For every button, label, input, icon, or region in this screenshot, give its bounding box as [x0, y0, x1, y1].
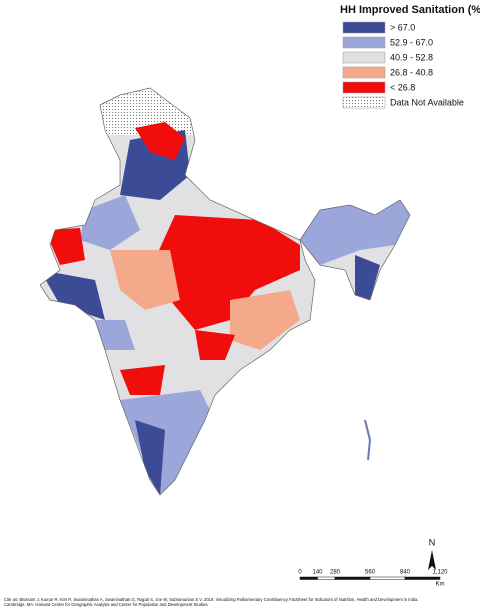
- legend-label: 52.9 - 67.0: [390, 37, 433, 47]
- region-salmon: [230, 290, 300, 350]
- region-red: [120, 365, 165, 395]
- legend-label: 40.9 - 52.8: [390, 52, 433, 62]
- region-blue: [40, 270, 105, 320]
- legend: HH Improved Sanitation (%) > 67.0 52.9 - …: [340, 4, 480, 109]
- region-lightblue: [95, 320, 135, 350]
- country-outline: [39, 87, 411, 496]
- region-lightblue: [80, 195, 140, 250]
- scale-label: 1,120: [432, 570, 448, 576]
- citation: Cite as: Blossom J, Kumar R, Kim R, Swam…: [4, 597, 419, 607]
- legend-swatch: [342, 36, 386, 49]
- legend-swatch: [342, 21, 386, 34]
- scale-segment: [369, 576, 406, 580]
- region-red: [150, 215, 300, 330]
- scale-label: 140: [312, 570, 323, 576]
- citation-line: Cite as: Blossom J, Kumar R, Kim R, Swam…: [4, 597, 419, 602]
- scale-segment: [404, 576, 441, 580]
- scale-bar: 0 140 280 560 840 1,120 Km: [298, 570, 448, 588]
- north-arrow-icon: [428, 550, 436, 570]
- legend-label: Data Not Available: [390, 97, 464, 107]
- region-blue: [355, 255, 380, 300]
- north-arrow: N: [428, 537, 436, 570]
- scale-unit: Km: [436, 582, 445, 588]
- legend-swatch: [342, 81, 386, 94]
- legend-label: < 26.8: [390, 82, 415, 92]
- region-lightblue: [120, 390, 215, 495]
- region-red: [45, 228, 85, 265]
- region-lightblue: [300, 200, 410, 265]
- legend-label: 26.8 - 40.8: [390, 67, 433, 77]
- region-salmon: [110, 250, 180, 310]
- scale-label: 280: [330, 570, 341, 576]
- legend-swatch: [342, 66, 386, 79]
- scale-segment: [317, 576, 336, 580]
- scale-label: 0: [298, 570, 302, 576]
- legend-swatch: [342, 96, 386, 109]
- legend-swatch: [342, 51, 386, 64]
- legend-label: > 67.0: [390, 22, 415, 32]
- islands: [364, 419, 372, 461]
- region-red: [195, 330, 235, 360]
- north-label: N: [429, 537, 436, 547]
- region-red: [135, 122, 185, 160]
- citation-line: Cambridge, MA: Harvard Center for Geogra…: [4, 602, 209, 607]
- scale-label: 840: [400, 570, 411, 576]
- legend-title: HH Improved Sanitation (%): [340, 4, 480, 16]
- scale-segment: [299, 576, 318, 580]
- region-blue: [135, 420, 165, 495]
- scale-segment: [334, 576, 371, 580]
- scale-label: 560: [365, 570, 376, 576]
